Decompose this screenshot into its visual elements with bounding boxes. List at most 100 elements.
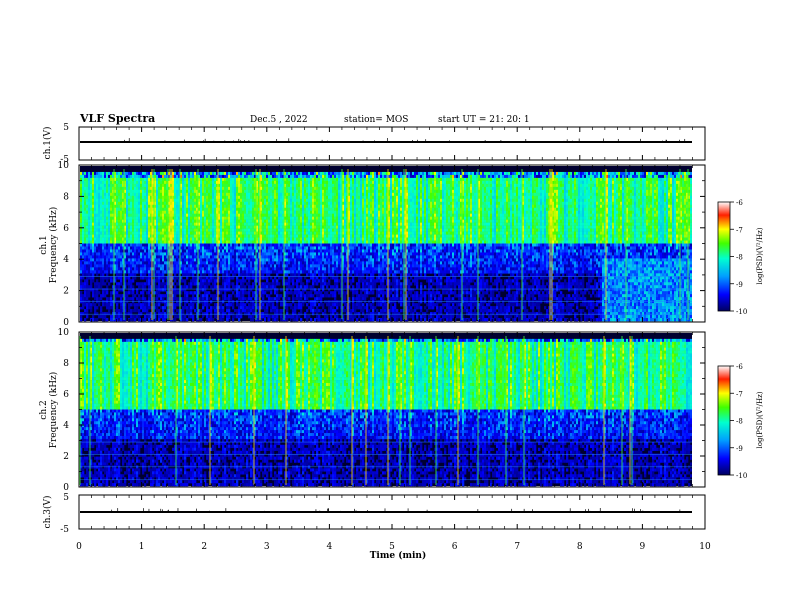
spec1-cell [214,190,216,193]
spec1-cell [102,217,104,220]
spec1-cell [80,285,82,288]
spec1-cell [100,181,102,184]
spec1-cell [264,202,266,205]
spec1-cell [232,184,234,187]
spec1-cell [238,291,240,294]
spec1-cell [162,309,164,312]
spec1-cell [204,252,206,255]
spec1-cell [272,226,274,229]
spec1-cell [224,181,226,184]
spec1-cell [108,312,110,315]
spec1-cell [276,318,278,321]
spec1-cell [120,223,122,226]
spec1-cell [244,184,246,187]
spec1-cell [230,175,232,178]
spec1-cell [184,217,186,220]
spec1-cell [186,246,188,249]
spec1-cell [192,318,194,321]
spec1-cell [222,273,224,276]
spec1-cell [140,270,142,273]
spec1-cell [276,181,278,184]
spec1-cell [290,270,292,273]
spec1-cell [84,178,86,181]
spec1-cell [142,273,144,276]
spec1-cell [230,252,232,255]
spec1-cell [268,175,270,178]
spec1-cell [262,172,264,175]
spec1-cell [208,270,210,273]
spec1-cell [116,312,118,315]
spec1-cell [204,235,206,238]
spec1-cell [88,303,90,306]
spec1-cell [118,172,120,175]
spec1-cell [250,172,252,175]
spec1-cell [244,252,246,255]
spec1-cell [94,297,96,300]
spec1-cell [162,318,164,321]
spec1-cell [86,249,88,252]
spec1-cell [190,244,192,247]
spec1-cell [116,202,118,205]
spec1-cell [94,232,96,235]
spec1-cell [276,249,278,252]
spec1-cell [262,217,264,220]
spec1-cell [240,238,242,241]
spec1-cell [274,288,276,291]
spec1-cell [202,220,204,223]
spec1-cell [208,199,210,202]
spec1-cell [204,294,206,297]
spec1-cell [102,235,104,238]
spec1-cell [246,249,248,252]
spec1-cell [94,199,96,202]
spec1-cell [82,273,84,276]
spec1-cell [142,238,144,241]
spec1-cell [82,303,84,306]
spec1-cell [234,258,236,261]
spec1-cell [206,181,208,184]
spec1-cell [184,273,186,276]
spec1-cell [140,214,142,217]
spec1-cell [206,261,208,264]
spec1-cell [92,238,94,241]
spec1-cell [230,297,232,300]
spec1-cell [126,178,128,181]
spec1-cell [100,235,102,238]
spec1-cell [214,255,216,258]
spec1-cell [234,214,236,217]
spec1-cell [98,267,100,270]
spec1-cell [162,279,164,282]
spec1-cell [102,294,104,297]
spec1-cell [204,178,206,181]
spec1-cell [262,187,264,190]
spec1-cell [228,297,230,300]
spec1-cell [94,235,96,238]
spec1-cell [128,202,130,205]
spec1-cell [184,181,186,184]
spec1-cell [118,208,120,211]
spec1-cell [186,214,188,217]
spec1-cell [226,208,228,211]
spec1-cell [158,279,160,282]
spec1-cell [102,241,104,244]
spec1-cell [160,244,162,247]
spec1-cell [266,229,268,232]
spec1-cell [182,172,184,175]
spec1-cell [144,202,146,205]
spec1-cell [110,226,112,229]
spec1-cell [106,196,108,199]
spec1-cell [146,229,148,232]
spec1-cell [250,303,252,306]
spec1-cell [142,199,144,202]
spec1-cell [278,238,280,241]
spec1-cell [88,214,90,217]
spec1-cell [232,241,234,244]
spec1-cell [220,267,222,270]
spec1-cell [242,217,244,220]
spec1-cell [128,208,130,211]
spec1-cell [134,232,136,235]
spec1-cell [176,172,178,175]
spec1-cell [214,276,216,279]
spec1-cell [192,279,194,282]
spec1-cell [82,172,84,175]
spec1-cell [190,187,192,190]
